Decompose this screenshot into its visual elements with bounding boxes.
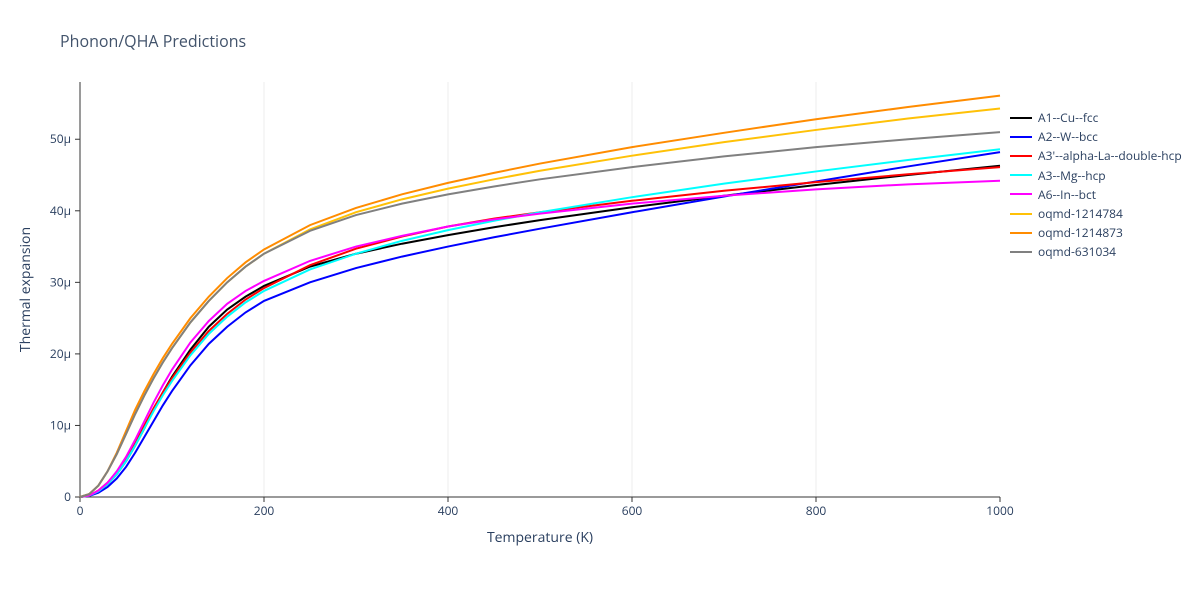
legend-swatch xyxy=(1010,117,1032,119)
legend-swatch xyxy=(1010,251,1032,253)
svg-text:Thermal expansion: Thermal expansion xyxy=(16,227,35,352)
svg-text:400: 400 xyxy=(438,502,459,519)
legend-label: A2--W--bcc xyxy=(1038,127,1098,146)
svg-text:10μ: 10μ xyxy=(50,416,71,433)
legend-swatch xyxy=(1010,174,1032,176)
svg-text:30μ: 30μ xyxy=(50,273,71,290)
chart-title: Phonon/QHA Predictions xyxy=(0,0,1200,52)
svg-text:40μ: 40μ xyxy=(50,202,71,219)
legend-label: A1--Cu--fcc xyxy=(1038,108,1098,127)
svg-text:Temperature (K): Temperature (K) xyxy=(487,528,593,547)
legend-item[interactable]: A3--Mg--hcp xyxy=(1010,166,1182,185)
legend-label: A3'--alpha-La--double-hcp xyxy=(1038,146,1182,165)
svg-text:20μ: 20μ xyxy=(50,345,71,362)
legend-item[interactable]: A3'--alpha-La--double-hcp xyxy=(1010,146,1182,165)
svg-text:0: 0 xyxy=(64,488,71,505)
legend: A1--Cu--fccA2--W--bccA3'--alpha-La--doub… xyxy=(1010,108,1182,262)
svg-text:200: 200 xyxy=(254,502,275,519)
legend-item[interactable]: A6--In--bct xyxy=(1010,185,1182,204)
chart-container: Phonon/QHA Predictions 0 200 400 600 800 1000… xyxy=(0,0,1200,600)
legend-label: oqmd-1214784 xyxy=(1038,204,1123,223)
legend-item[interactable]: oqmd-1214784 xyxy=(1010,204,1182,223)
legend-swatch xyxy=(1010,136,1032,138)
legend-item[interactable]: A1--Cu--fcc xyxy=(1010,108,1182,127)
svg-text:50μ: 50μ xyxy=(50,130,71,147)
legend-swatch xyxy=(1010,213,1032,215)
svg-text:800: 800 xyxy=(806,502,827,519)
legend-swatch xyxy=(1010,155,1032,157)
legend-label: A3--Mg--hcp xyxy=(1038,166,1106,185)
series-A3'--alpha-La--double-hcp xyxy=(80,167,1000,497)
svg-text:0: 0 xyxy=(77,502,84,519)
svg-text:600: 600 xyxy=(622,502,643,519)
legend-item[interactable]: oqmd-631034 xyxy=(1010,242,1182,261)
series-oqmd-1214873 xyxy=(80,96,1000,497)
series-oqmd-1214784 xyxy=(80,108,1000,497)
legend-label: A6--In--bct xyxy=(1038,185,1096,204)
series-A1--Cu--fcc xyxy=(80,166,1000,497)
legend-label: oqmd-631034 xyxy=(1038,242,1116,261)
legend-swatch xyxy=(1010,193,1032,195)
legend-label: oqmd-1214873 xyxy=(1038,223,1123,242)
svg-text:1000: 1000 xyxy=(986,502,1014,519)
legend-swatch xyxy=(1010,232,1032,234)
legend-item[interactable]: A2--W--bcc xyxy=(1010,127,1182,146)
legend-item[interactable]: oqmd-1214873 xyxy=(1010,223,1182,242)
